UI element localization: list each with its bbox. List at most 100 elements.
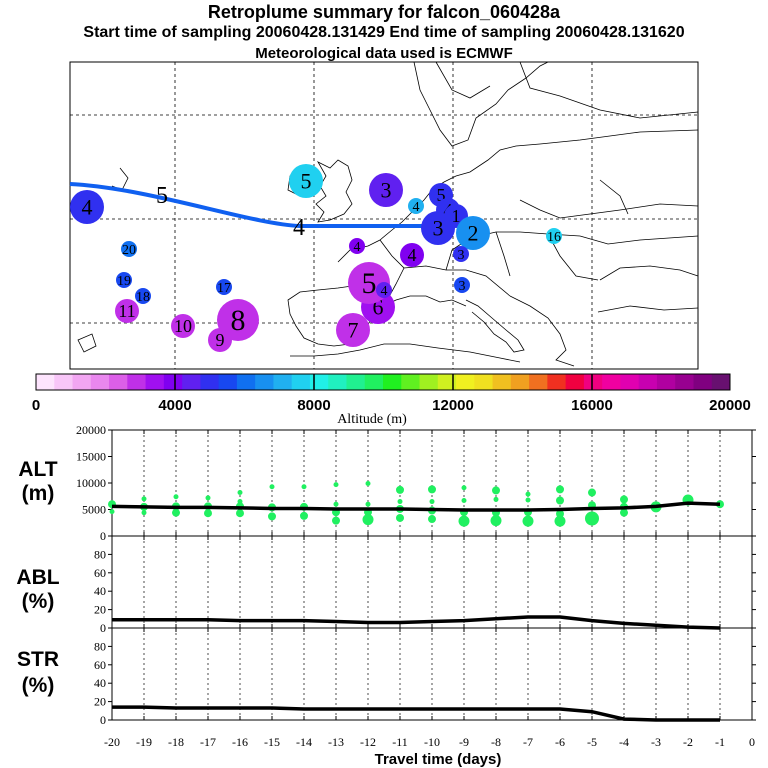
cluster-marker: 16 [546,228,562,245]
cluster-label: 1 [452,206,461,226]
altitude-point [461,485,467,491]
colorbar-cell [656,374,676,390]
colorbar-cell [291,374,311,390]
y-tick-label: 20 [94,603,106,617]
colorbar-cell [309,374,329,390]
cluster-marker: 4 [70,190,104,224]
altitude-point [362,514,374,526]
y-tick-label: 80 [94,639,106,653]
cluster-label: 8 [231,304,246,337]
colorbar-tick-label: 20000 [709,397,751,414]
track-label-0: 5 [156,183,168,209]
cluster-marker: 4 [408,198,424,215]
time-series-panels: 05000100001500020000ALT(m)020406080ABL(%… [16,423,756,768]
cluster-marker: 3 [369,173,403,207]
x-tick-label: -6 [555,735,565,749]
colorbar-cell [218,374,238,390]
colorbar-cell [456,374,475,390]
x-tick-label: -16 [232,735,248,749]
cluster-marker: 3 [453,246,469,263]
altitude-point [493,496,499,502]
cluster-circle [456,216,490,250]
colorbar-tick-label: 12000 [432,397,474,414]
cluster-circle [453,246,469,262]
colorbar-cell [127,374,147,390]
cluster-markers: 420191817111098765544434354123316 [70,164,562,352]
altitude-point [525,497,531,503]
x-tick-label: -2 [683,735,693,749]
cluster-circle [289,164,323,198]
colorbar-cell [163,374,183,390]
colorbar-tick-label: 16000 [571,397,613,414]
altitude-point [429,499,435,505]
colorbar-cell [401,374,421,390]
cluster-label: 9 [216,330,225,350]
altitude-point [490,515,502,527]
x-tick-label: -12 [360,735,376,749]
cluster-marker: 11 [115,299,139,323]
x-tick-label: -19 [136,735,152,749]
x-tick-label: -13 [328,735,344,749]
colorbar-cell [364,374,384,390]
colorbar-cell [273,374,293,390]
y-tick-label: 5000 [82,503,106,517]
panel-label: (m) [22,482,55,505]
x-tick-label: -15 [264,735,280,749]
y-tick-label: 40 [94,676,106,690]
cluster-circle [408,198,424,214]
cluster-marker: 8 [217,299,259,341]
colorbar-title: Altitude (m) [337,412,407,427]
cluster-label: 16 [547,230,561,245]
x-tick-label: -3 [651,735,661,749]
altitude-point [109,509,115,515]
y-tick-label: 0 [100,713,106,727]
altitude-point [556,496,564,505]
cluster-label: 4 [408,245,417,265]
colorbar-cell [547,374,567,390]
y-tick-label: 0 [100,621,106,635]
colorbar-cell [693,374,713,390]
colorbar-cell [182,374,201,390]
cluster-circle [546,228,562,244]
cluster-circle [217,299,259,341]
colorbar-cell [346,374,366,390]
altitude-point [492,486,500,495]
cluster-label: 20 [122,243,136,258]
cluster-circle [135,288,151,304]
colorbar-cell [200,374,220,390]
colorbar-cell [90,374,110,390]
altitude-point [428,485,436,494]
cluster-circle [369,173,403,207]
x-tick-label: -5 [587,735,597,749]
cluster-marker: 20 [121,241,137,258]
cluster-label: 6 [373,294,384,319]
altitude-point [588,488,596,497]
altitude-point [428,515,436,524]
track-label-1: 4 [293,215,305,241]
plot-title: Retroplume summary for falcon_060428a [207,2,561,22]
panel-label: (%) [22,674,55,697]
colorbar-cell [474,374,494,390]
x-tick-label: -4 [619,735,629,749]
altitude-point [300,511,308,520]
altitude-point [333,482,339,488]
altitude-point [269,484,275,490]
altitude-point [365,501,371,507]
altitude-point [396,485,404,494]
panel-alt: 0 5000 10000 15000 20000 ALT(m) [18,423,756,543]
cluster-marker: 4 [376,282,392,299]
colorbar-cell [620,374,640,390]
cluster-label: 3 [459,279,466,294]
altitude-point [556,485,564,494]
panel-label: ABL [16,566,59,589]
altitude-point [301,484,307,490]
x-tick-label: -14 [296,735,312,749]
colorbar-cell [72,374,92,390]
colorbar-cell [565,374,585,390]
cluster-circle [376,282,392,298]
altitude-point [268,512,276,521]
colorbar-cell [638,374,658,390]
x-tick-label: -9 [459,735,469,749]
